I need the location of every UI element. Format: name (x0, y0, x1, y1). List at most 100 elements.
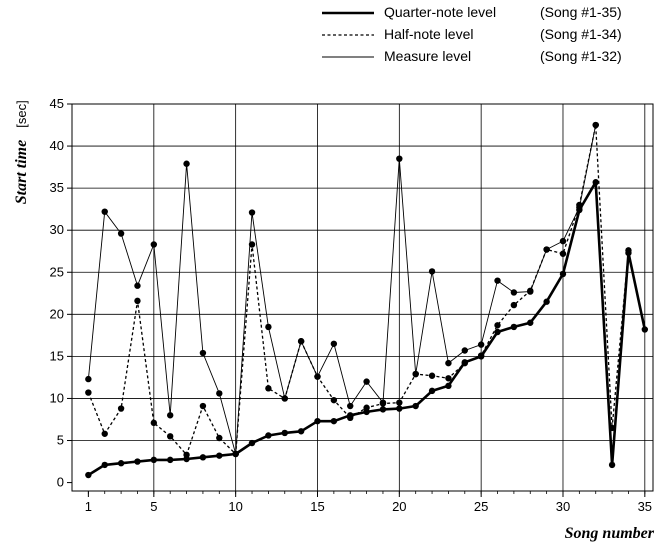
data-point (608, 461, 616, 469)
data-point (166, 456, 174, 464)
data-point (248, 241, 256, 248)
x-tick-label: 1 (85, 499, 92, 514)
y-tick-label: 35 (50, 180, 64, 195)
data-point (428, 372, 436, 379)
y-tick-label: 40 (50, 138, 64, 153)
data-point (412, 402, 419, 410)
data-point (150, 419, 158, 427)
series-thin-solid (85, 121, 599, 458)
legend: Quarter-note level (Song #1-35) Half-note … (322, 4, 622, 64)
data-point (363, 378, 370, 385)
data-point (281, 395, 288, 402)
x-tick-label: 35 (638, 499, 652, 514)
y-tick-label: 45 (50, 96, 64, 111)
data-point (592, 179, 599, 186)
x-tick-label: 20 (392, 499, 406, 514)
x-tick-label: 15 (310, 499, 324, 514)
data-point (150, 456, 158, 464)
data-point (166, 433, 174, 440)
data-point (265, 432, 272, 439)
data-point (543, 246, 550, 253)
x-tick-label: 10 (228, 499, 242, 514)
data-point (510, 289, 518, 296)
data-point (625, 249, 632, 257)
data-point (232, 450, 239, 458)
data-point (265, 385, 272, 392)
data-point (592, 121, 599, 129)
data-point (265, 323, 272, 331)
data-point (379, 400, 387, 407)
data-point (494, 277, 501, 284)
data-point (396, 405, 403, 412)
data-point (428, 268, 436, 275)
data-point (297, 428, 305, 435)
y-tick-label: 20 (50, 306, 64, 321)
data-point (199, 349, 207, 357)
data-point (494, 328, 501, 336)
data-point (445, 359, 452, 367)
data-point (183, 455, 190, 463)
data-point (510, 323, 518, 331)
y-tick-label: 25 (50, 264, 64, 279)
data-point (199, 402, 207, 410)
data-point (248, 439, 256, 447)
y-tick-label: 5 (57, 433, 64, 448)
data-point (85, 375, 92, 383)
y-tick-label: 0 (57, 475, 64, 490)
data-point (641, 326, 649, 333)
data-point (117, 405, 125, 412)
data-point (379, 406, 387, 413)
legend-label: Measure level (384, 48, 471, 64)
data-point (281, 429, 288, 437)
y-tick-label: 10 (50, 390, 64, 405)
data-point (314, 373, 321, 380)
data-point (166, 412, 174, 419)
data-point (85, 389, 92, 396)
data-point (477, 341, 485, 348)
y-axis-title: Start time (13, 140, 30, 204)
plot-frame (71, 103, 654, 492)
data-point (527, 319, 534, 326)
data-point (330, 417, 338, 425)
x-tick-label: 5 (150, 499, 157, 514)
data-point (101, 430, 108, 437)
data-point (314, 417, 321, 425)
data-point (134, 297, 141, 305)
y-tick-label: 15 (50, 348, 64, 363)
legend-range: (Song #1-34) (540, 26, 622, 42)
x-axis-title: Song number (565, 525, 655, 542)
data-point (559, 237, 567, 245)
data-point (330, 340, 338, 347)
legend-label: Quarter-note level (384, 4, 496, 20)
axes (67, 103, 654, 497)
grid (72, 103, 653, 491)
legend-range: (Song #1-35) (540, 4, 622, 20)
data-point (216, 434, 223, 442)
x-tick-label: 30 (556, 499, 570, 514)
data-point (347, 412, 354, 419)
data-point (134, 282, 141, 289)
series-dashed (85, 121, 632, 459)
data-point (510, 301, 518, 309)
series-thick-solid (85, 179, 649, 479)
data-point (412, 370, 419, 378)
legend-label: Half-note level (384, 26, 474, 42)
data-point (396, 399, 403, 406)
data-point (117, 230, 125, 237)
data-point (527, 287, 534, 294)
data-point (461, 359, 468, 366)
data-point (445, 375, 452, 382)
data-point (101, 461, 108, 469)
data-point (347, 402, 354, 410)
data-point (117, 460, 125, 467)
data-point (576, 206, 583, 214)
data-point (330, 396, 338, 404)
data-point (559, 250, 567, 257)
data-point (363, 408, 370, 416)
series-line (87, 180, 647, 477)
legend-range: (Song #1-32) (540, 48, 622, 64)
data-point (428, 387, 436, 395)
data-point (445, 382, 452, 390)
data-point (248, 209, 256, 216)
